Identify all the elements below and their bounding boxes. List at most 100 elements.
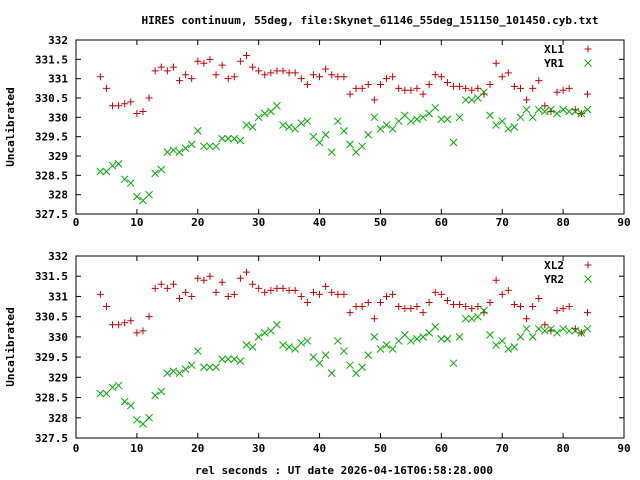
data-point-yr2 (425, 328, 434, 337)
data-point-xl2 (334, 290, 342, 298)
data-point-xl1 (157, 63, 165, 71)
data-point-xl1 (261, 71, 269, 79)
y-tick-label: 330 (48, 331, 68, 344)
data-point-xl2 (96, 290, 104, 298)
data-point-yr2 (547, 324, 555, 333)
data-point-xl1 (182, 71, 190, 79)
x-tick-label: 60 (435, 442, 448, 455)
data-point-xl2 (541, 321, 549, 329)
data-point-yr2 (394, 337, 403, 345)
data-point-yr2 (358, 363, 367, 372)
data-point-xl1 (188, 75, 196, 83)
data-point-yr2 (236, 357, 245, 366)
x-axis-title: rel seconds : UT date 2026-04-16T06:58:2… (195, 464, 493, 477)
data-point-xl2 (413, 303, 421, 311)
data-point-xl1 (468, 86, 476, 94)
data-point-xl1 (303, 80, 311, 88)
y-tick-label: 328.5 (35, 169, 68, 182)
y-tick-label: 329 (48, 371, 68, 384)
data-point-xl1 (279, 67, 287, 75)
data-point-yr2 (431, 322, 440, 331)
series-yr2 (96, 306, 592, 428)
data-point-xl2 (127, 317, 135, 325)
x-tick-label: 40 (313, 442, 326, 455)
data-point-xl2 (279, 284, 287, 292)
data-point-yr1 (327, 148, 336, 156)
data-point-xl2 (176, 294, 184, 302)
data-point-xl2 (303, 299, 311, 307)
data-point-xl1 (255, 67, 263, 75)
data-point-yr2 (443, 335, 452, 343)
data-point-xl2 (383, 292, 391, 300)
data-point-xl2 (121, 319, 129, 327)
data-point-yr1 (273, 101, 281, 110)
data-point-yr1 (522, 105, 531, 114)
y-axis-title: Uncalibrated (4, 87, 17, 166)
data-point-yr2 (340, 347, 348, 355)
data-point-xl1 (249, 63, 257, 71)
data-point-xl1 (224, 75, 232, 83)
data-point-yr1 (236, 136, 245, 145)
data-point-yr1 (303, 117, 312, 126)
data-point-xl2 (352, 303, 360, 311)
data-point-xl2 (401, 305, 409, 313)
data-point-xl1 (230, 73, 238, 81)
data-point-yr2 (187, 361, 196, 370)
data-point-xl1 (462, 84, 470, 92)
x-tick-label: 50 (374, 216, 387, 229)
data-point-yr2 (407, 337, 415, 345)
x-tick-label: 90 (617, 442, 630, 455)
data-point-yr1 (540, 107, 549, 116)
data-point-yr2 (455, 333, 464, 341)
legend-marker-yr2 (584, 275, 592, 283)
data-point-yr2 (382, 341, 391, 349)
legend-marker-xl1 (584, 45, 592, 53)
data-point-yr2 (516, 333, 525, 341)
data-point-xl2 (504, 286, 512, 294)
data-point-xl2 (346, 309, 354, 317)
data-point-yr1 (388, 125, 397, 133)
data-point-xl1 (553, 88, 561, 96)
data-point-xl1 (218, 61, 226, 69)
data-point-yr1 (200, 142, 208, 151)
data-point-xl1 (328, 71, 336, 79)
data-point-xl1 (516, 84, 524, 92)
data-point-xl1 (492, 59, 500, 67)
data-point-xl2 (364, 299, 372, 307)
legend-label-yr2: YR2 (544, 273, 564, 286)
data-point-yr2 (565, 326, 574, 335)
data-point-yr2 (577, 328, 586, 337)
data-point-yr2 (120, 397, 129, 406)
data-point-yr2 (218, 355, 226, 363)
data-point-yr1 (583, 105, 592, 114)
data-point-xl2 (267, 286, 275, 294)
y-tick-label: 330.5 (35, 311, 68, 324)
data-point-yr2 (96, 389, 105, 398)
x-tick-label: 40 (313, 216, 326, 229)
data-point-xl2 (450, 301, 458, 309)
data-point-yr1 (492, 121, 500, 129)
data-point-xl1 (425, 80, 433, 88)
data-point-yr2 (419, 333, 427, 341)
data-point-xl2 (389, 290, 397, 298)
data-point-yr2 (230, 355, 239, 363)
data-point-yr1 (553, 109, 561, 118)
x-tick-label: 30 (252, 216, 265, 229)
data-point-yr1 (218, 134, 226, 143)
data-point-xl1 (395, 84, 403, 92)
data-point-yr2 (139, 419, 147, 428)
data-point-xl2 (407, 305, 415, 313)
data-point-yr2 (461, 314, 470, 323)
data-point-xl2 (431, 288, 439, 296)
data-point-yr1 (297, 119, 306, 127)
data-point-xl1 (102, 84, 110, 92)
data-point-xl1 (236, 57, 244, 65)
data-point-yr1 (248, 123, 257, 131)
data-point-yr1 (376, 125, 385, 133)
data-point-xl1 (145, 94, 153, 102)
data-point-yr1 (151, 169, 160, 178)
data-point-xl1 (419, 90, 427, 98)
data-point-yr2 (309, 353, 318, 361)
data-point-yr1 (394, 117, 403, 126)
data-point-xl1 (364, 80, 372, 88)
